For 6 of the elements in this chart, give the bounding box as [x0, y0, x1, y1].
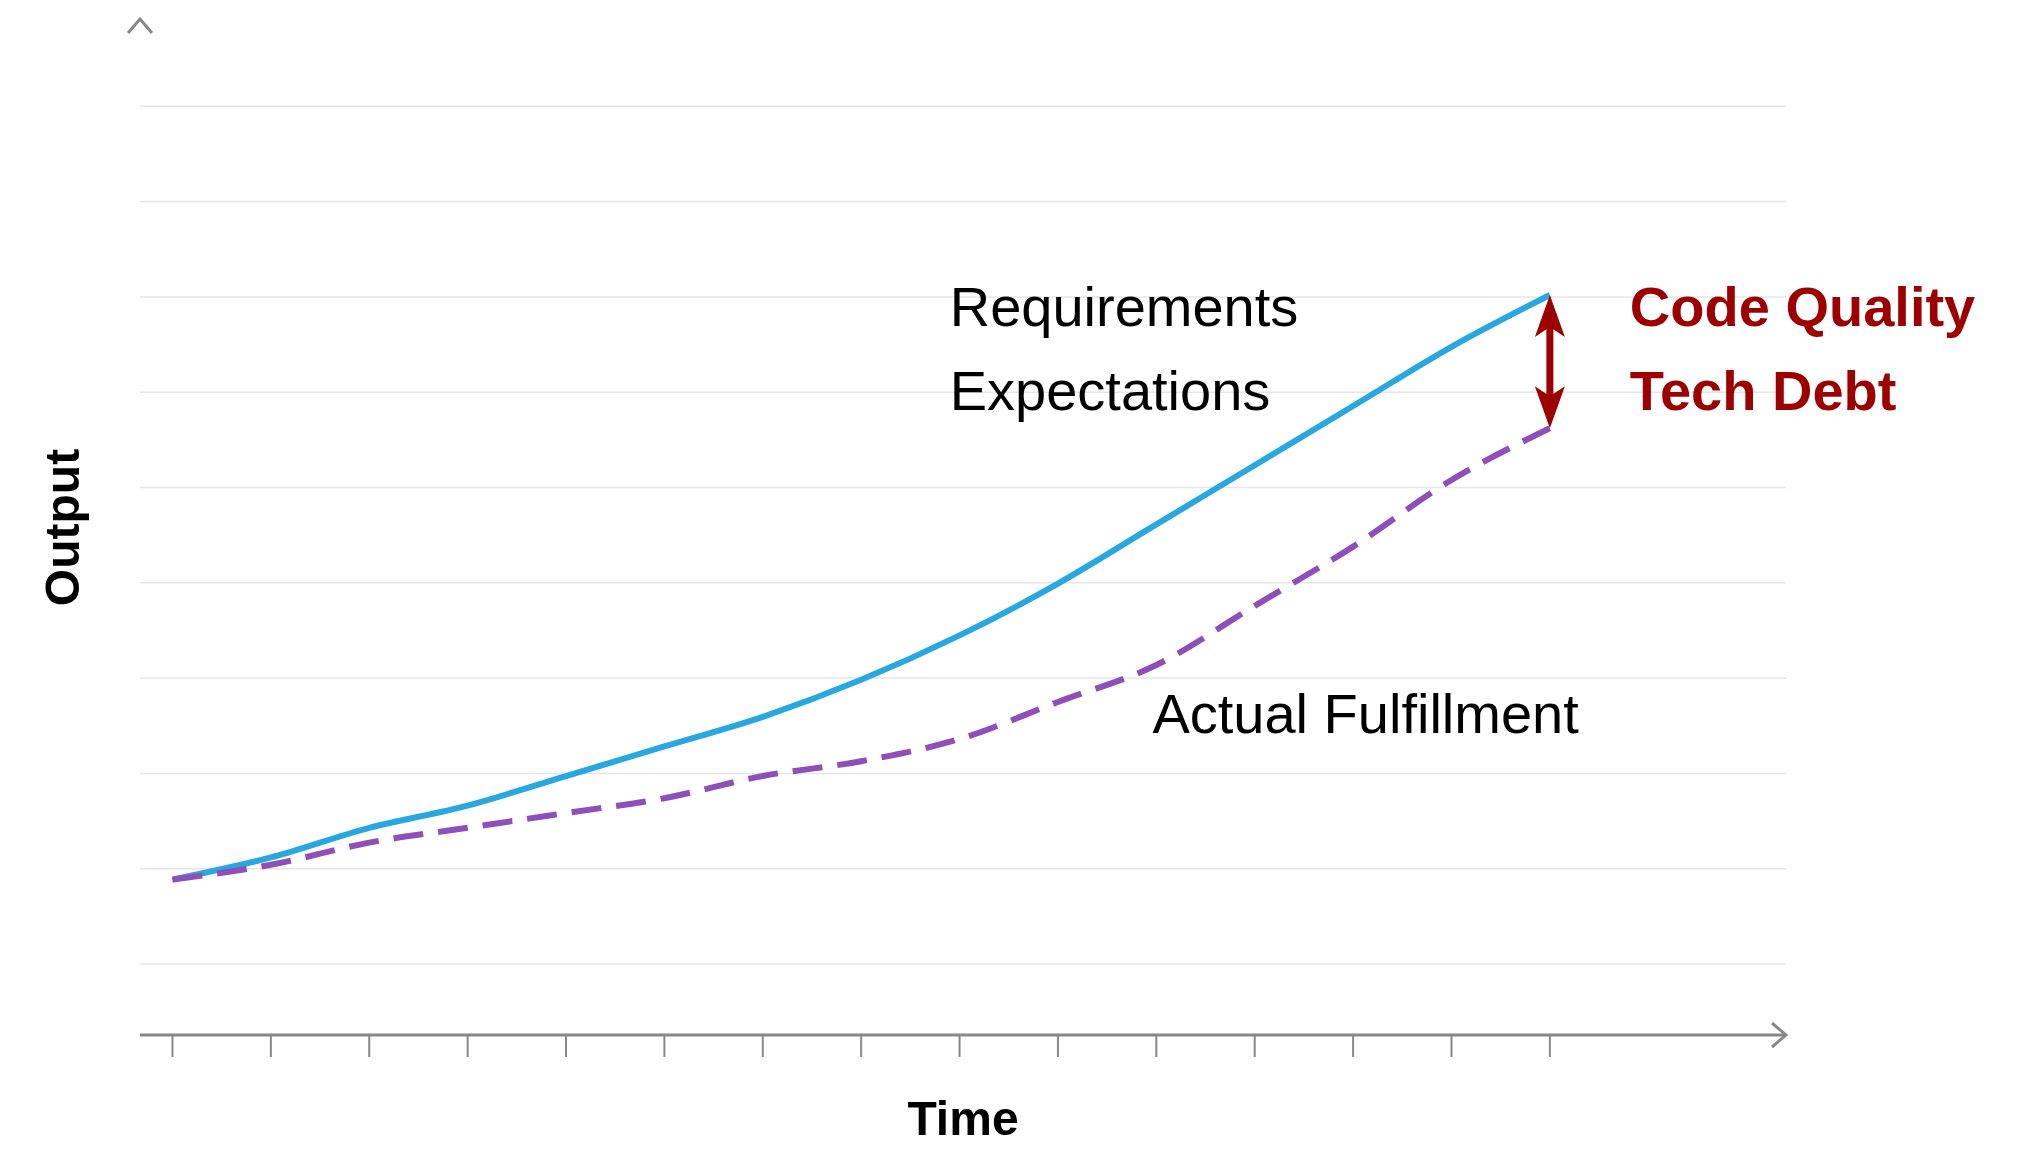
y-axis-title: Output [35, 448, 91, 606]
x-axis-title: Time [907, 1092, 1019, 1145]
series-label: Requirements Expectations [949, 274, 1300, 424]
text: Tech Debt [1629, 358, 1898, 424]
series-label: Actual Fulfillment [1152, 681, 1580, 748]
text: Code Quality [1629, 274, 1977, 340]
